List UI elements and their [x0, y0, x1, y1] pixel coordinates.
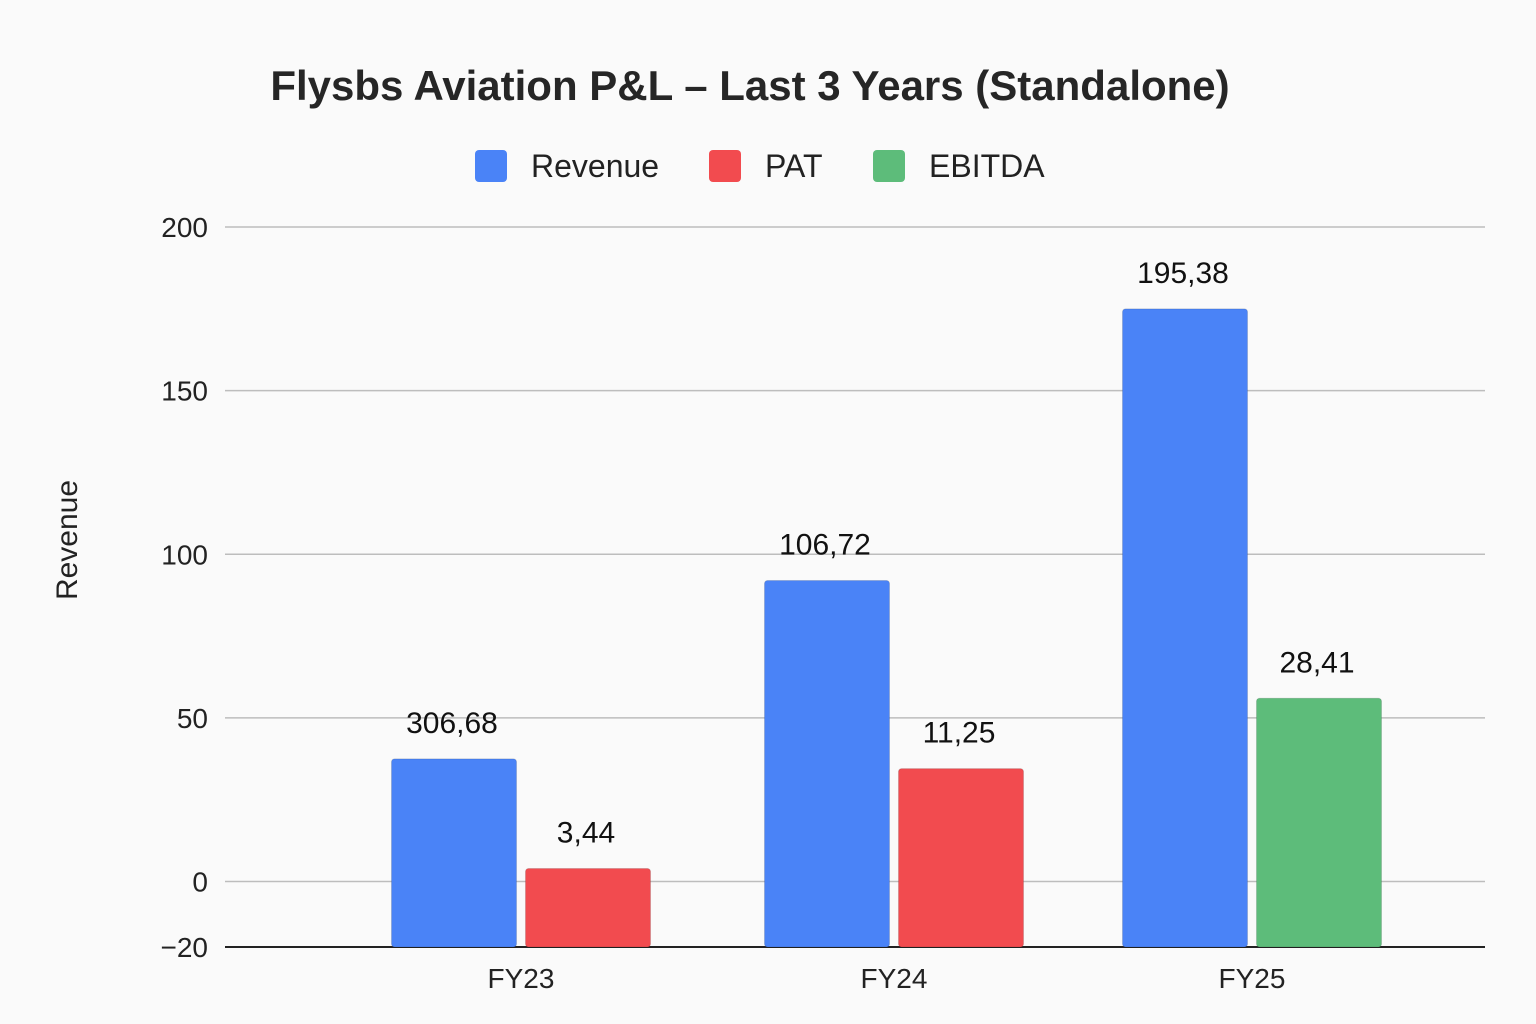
data-label: 306,68 [406, 707, 498, 740]
y-tick-label: 150 [161, 376, 208, 407]
legend-swatch-pat [709, 150, 741, 182]
y-axis-label: Revenue [51, 480, 84, 600]
legend-swatch-ebitda [873, 150, 905, 182]
y-axis-ticks: 200 150 100 50 0 −20 [161, 212, 209, 963]
y-tick-label: 200 [161, 212, 208, 243]
x-axis-ticks: FY23 FY24 FY25 [488, 963, 1286, 994]
legend-swatch-revenue [475, 150, 507, 182]
data-label: 106,72 [779, 528, 871, 561]
bar-revenue-fy23 [391, 758, 517, 948]
data-label: 28,41 [1279, 646, 1354, 679]
x-tick-label: FY23 [488, 963, 555, 994]
data-labels: 306,68 3,44 106,72 11,25 195,38 28,41 [406, 257, 1354, 850]
y-tick-label: 100 [161, 539, 208, 570]
bar-ebitda-fy25 [1256, 697, 1382, 948]
legend: Revenue PAT EBITDA [475, 148, 1045, 184]
y-tick-label: −20 [161, 932, 209, 963]
y-tick-label: 0 [192, 867, 208, 898]
chart-title: Flysbs Aviation P&L – Last 3 Years (Stan… [270, 62, 1229, 109]
x-tick-label: FY25 [1219, 963, 1286, 994]
legend-label-revenue: Revenue [531, 148, 659, 184]
data-label: 11,25 [923, 717, 996, 750]
bar-revenue-fy24 [764, 579, 890, 948]
data-label: 3,44 [557, 816, 615, 849]
legend-label-pat: PAT [765, 148, 822, 184]
data-label: 195,38 [1137, 257, 1229, 290]
bar-revenue-fy25 [1122, 308, 1248, 948]
bars [391, 308, 1382, 948]
bar-pat-fy24 [898, 768, 1024, 948]
y-tick-label: 50 [177, 703, 208, 734]
bar-pat-fy23 [525, 867, 651, 948]
x-tick-label: FY24 [861, 963, 928, 994]
legend-label-ebitda: EBITDA [929, 148, 1045, 184]
